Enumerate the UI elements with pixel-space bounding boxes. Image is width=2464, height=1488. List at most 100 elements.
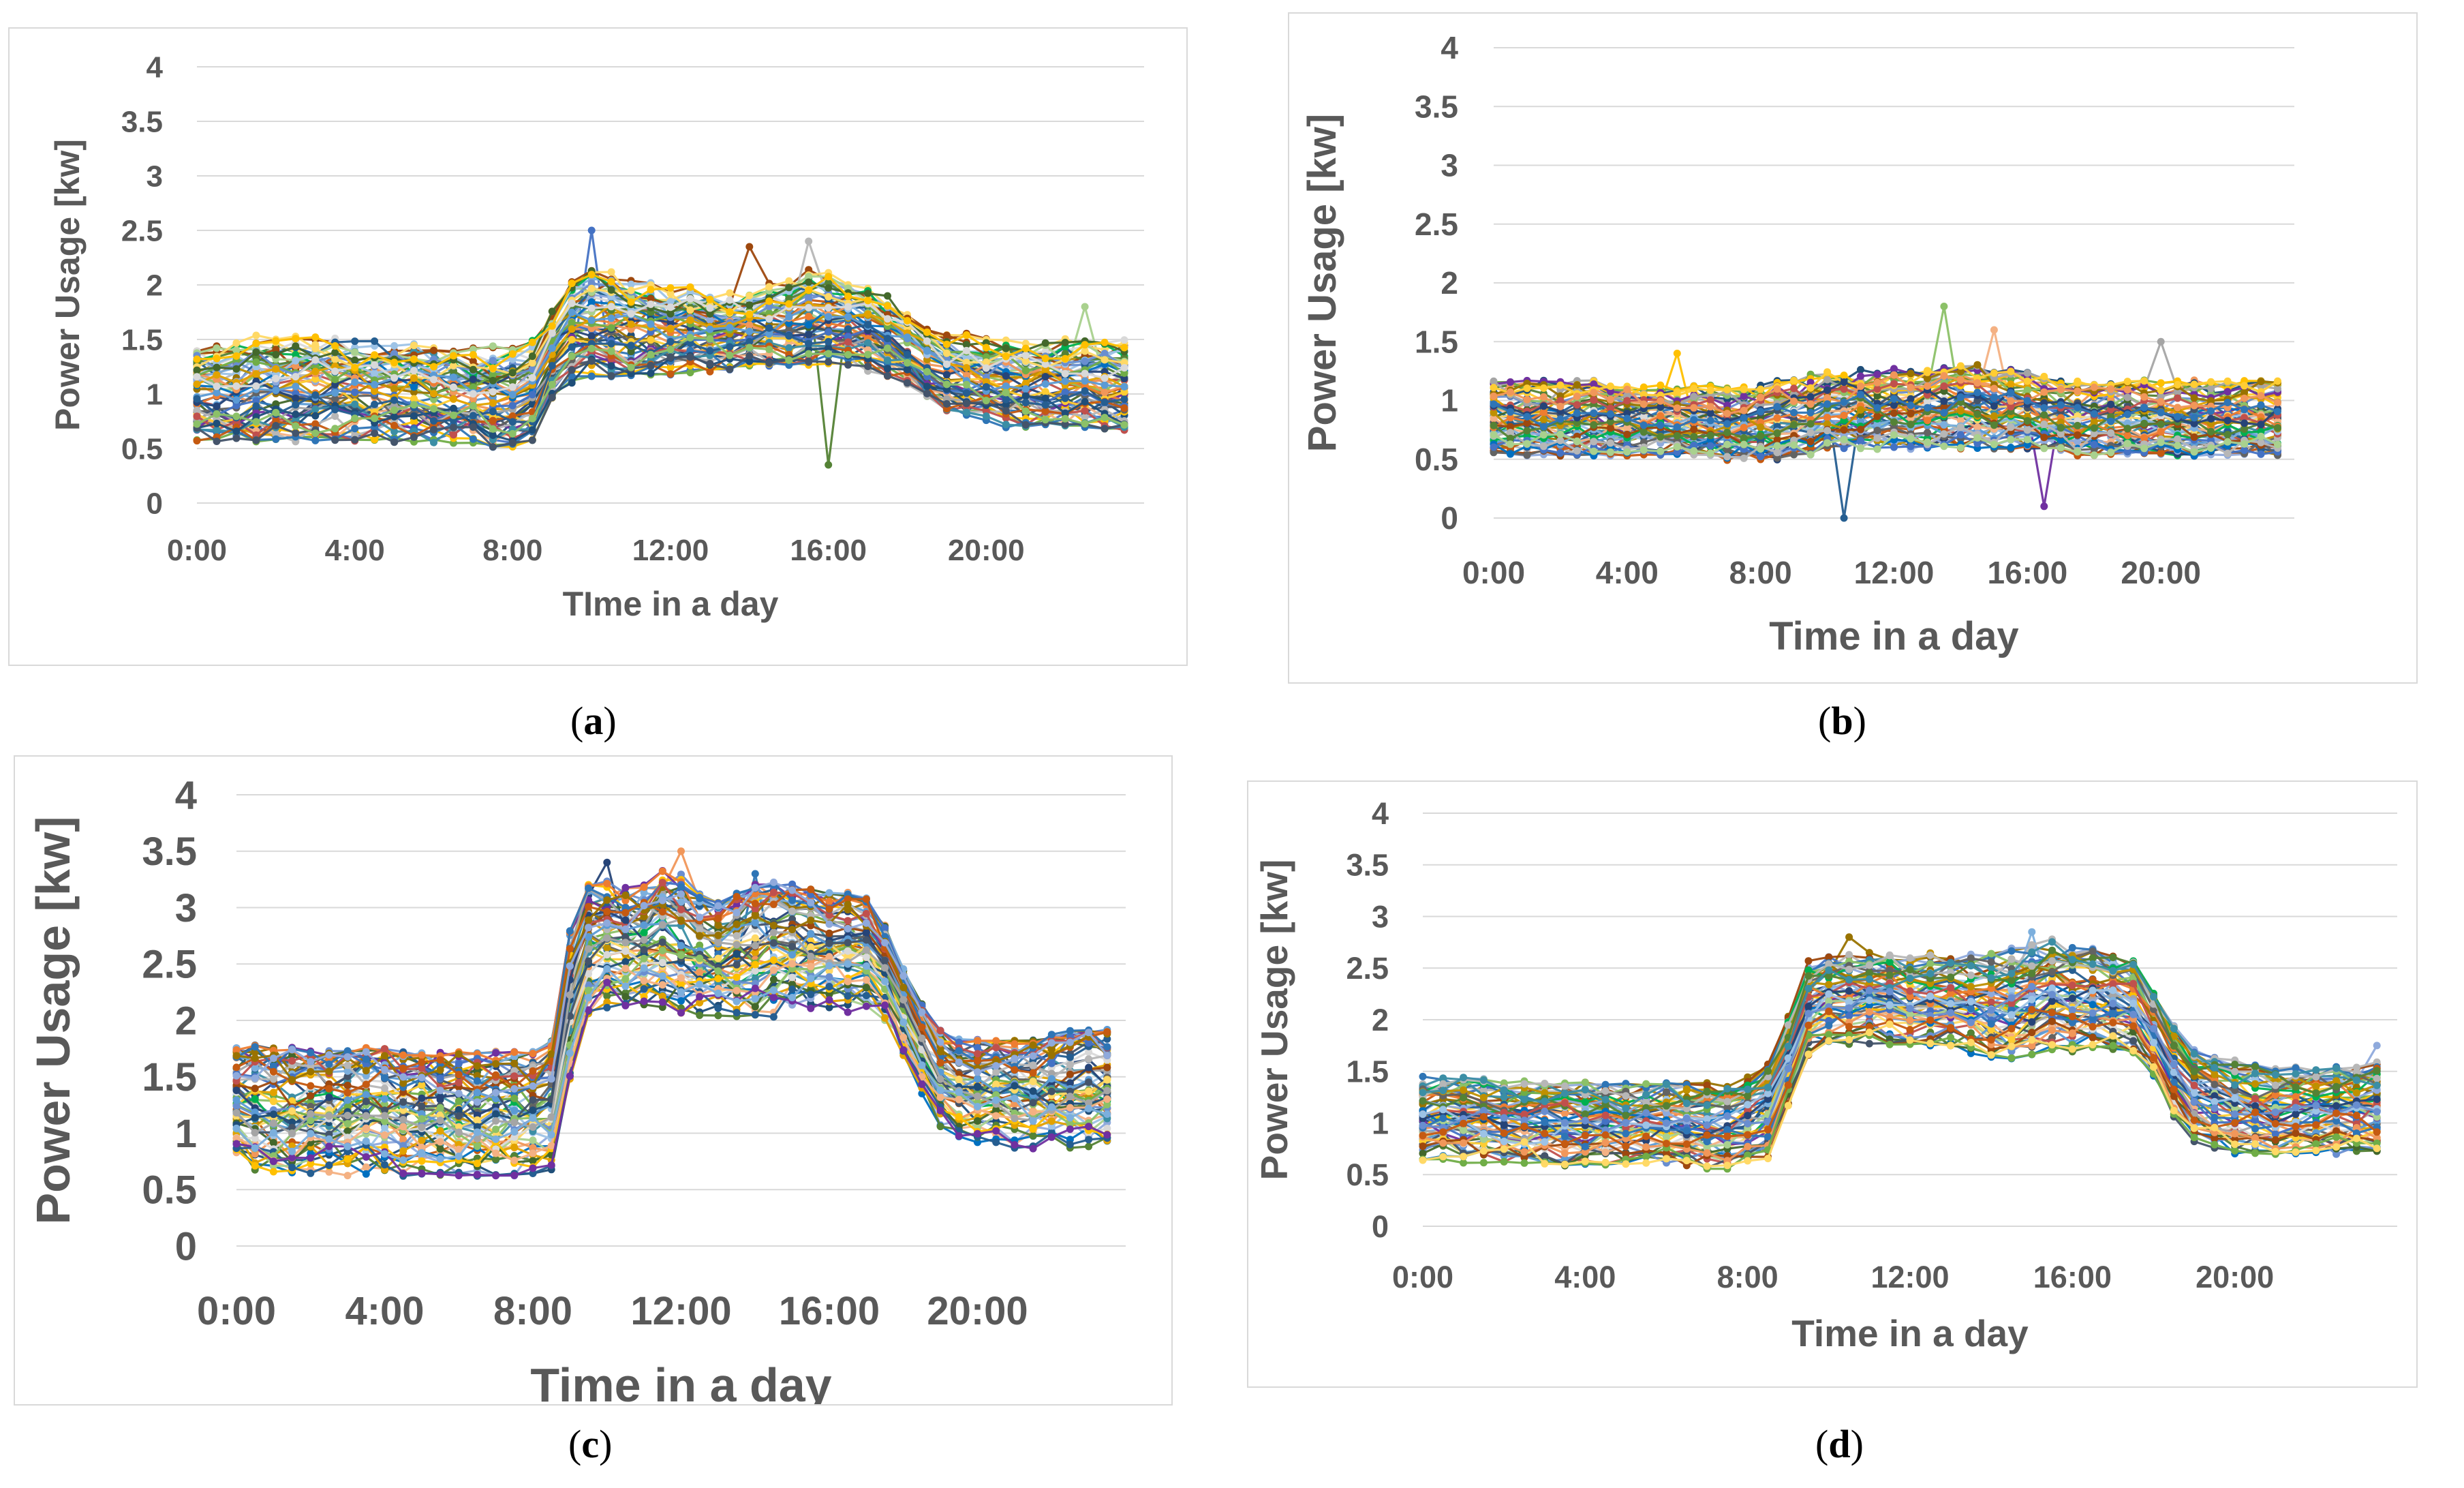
series-point — [805, 273, 813, 281]
series-point — [371, 414, 379, 423]
series-point — [1507, 378, 1514, 386]
series-point — [1061, 394, 1069, 402]
series-point — [1081, 420, 1089, 428]
series-point — [844, 350, 852, 359]
series-point — [331, 406, 339, 414]
x-tick-label: 20:00 — [2121, 555, 2201, 590]
series-point — [726, 296, 734, 304]
series-point — [232, 434, 241, 442]
series-point — [252, 358, 260, 366]
series-point — [410, 374, 418, 382]
series-point — [548, 380, 556, 389]
series-point — [252, 397, 260, 405]
series-point — [508, 439, 517, 447]
series-point — [785, 277, 793, 285]
series-point — [942, 360, 951, 368]
series-point — [1021, 399, 1030, 407]
y-tick-label: 2.5 — [121, 214, 163, 247]
series-point — [548, 393, 556, 401]
series-point — [666, 303, 675, 312]
series-point — [1081, 387, 1089, 395]
series-point — [587, 279, 596, 287]
series-point — [213, 402, 221, 410]
series-point — [607, 339, 615, 348]
series-point — [962, 408, 970, 416]
y-tick-label: 2 — [147, 269, 163, 302]
series-point — [292, 410, 300, 419]
x-tick-label: 0:00 — [167, 534, 227, 567]
series-point — [1120, 388, 1128, 396]
series-point — [825, 461, 833, 469]
series-point — [962, 341, 970, 349]
series-point — [607, 371, 615, 380]
series-point — [686, 353, 694, 361]
series-point — [568, 279, 576, 288]
series-point — [568, 319, 576, 327]
series-point — [311, 391, 320, 399]
chart-panel-a: 0 0.5 1 1.5 2 2.5 3 3.5 4 0:00 4:00 8:00 12:00 16:00 2… — [8, 27, 1188, 666]
series-point — [213, 419, 221, 427]
series-point — [410, 388, 418, 396]
series-point — [2157, 379, 2165, 387]
series-point — [686, 339, 694, 347]
series-point — [213, 344, 221, 352]
series-point — [311, 333, 320, 341]
series-point — [450, 383, 457, 391]
series-point — [864, 339, 872, 347]
series-point — [844, 292, 852, 301]
series-point — [390, 359, 399, 367]
series-point — [1002, 336, 1010, 344]
series-point — [686, 334, 694, 341]
series-point — [430, 346, 437, 354]
series-point — [1061, 388, 1069, 396]
series-point — [450, 361, 457, 369]
series-point — [904, 359, 911, 367]
series-point — [528, 374, 536, 382]
series-point — [508, 350, 517, 358]
series-point — [942, 331, 951, 339]
series-point — [489, 416, 497, 425]
series-point — [390, 412, 399, 421]
series-point — [1120, 382, 1128, 391]
x-tick-label: 8:00 — [1729, 555, 1792, 590]
series-point — [923, 347, 931, 355]
series-point — [982, 364, 990, 372]
series-point — [351, 356, 359, 364]
series-point — [805, 237, 813, 245]
series-point — [1590, 380, 1598, 389]
series-point — [213, 426, 221, 434]
series-point — [193, 395, 201, 403]
series-point — [1623, 424, 1631, 431]
y-tick-label: 2.5 — [1415, 207, 1458, 242]
series-point — [213, 389, 221, 397]
series-point — [647, 361, 655, 369]
series-point — [587, 298, 596, 306]
series-point — [864, 350, 872, 359]
series-point — [331, 412, 339, 420]
series-point — [765, 324, 773, 332]
series-point — [1100, 338, 1109, 346]
series-point — [805, 286, 813, 294]
series-point — [1120, 336, 1128, 344]
series-point — [884, 344, 891, 352]
series-point — [1041, 407, 1049, 415]
series-point — [508, 378, 517, 386]
series-point — [962, 364, 970, 372]
series-point — [805, 339, 813, 348]
series-point — [607, 324, 615, 332]
series-point — [745, 352, 754, 360]
series-point — [647, 336, 655, 344]
series-point — [726, 324, 734, 332]
x-tick-label: 4:00 — [325, 534, 385, 567]
x-tick-label: 16:00 — [1988, 555, 2068, 590]
series-point — [1973, 397, 1982, 405]
series-point — [371, 361, 379, 369]
y-tick-label: 3.5 — [1415, 89, 1458, 124]
series-point — [469, 351, 477, 359]
x-tick-label: 12:00 — [632, 534, 709, 567]
series-point — [1120, 421, 1128, 429]
series-point — [351, 337, 359, 346]
series-point — [607, 362, 615, 370]
series-point — [627, 286, 635, 294]
series-point — [450, 431, 457, 439]
